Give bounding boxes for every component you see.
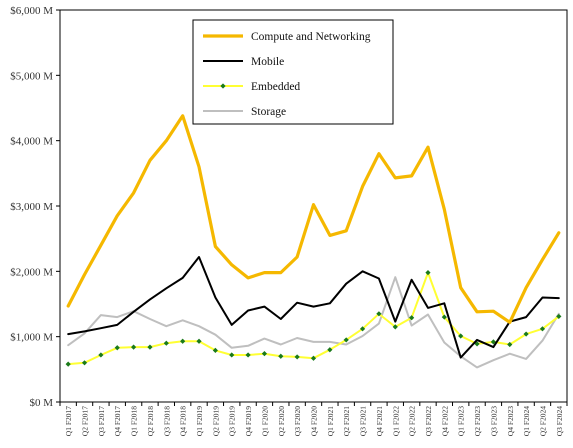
- x-tick-label: Q4 F2019: [244, 406, 253, 436]
- data-point-embedded: [392, 324, 398, 330]
- x-tick-label: Q3 F2017: [97, 406, 106, 436]
- y-tick-label: $4,000 M: [10, 136, 53, 148]
- data-point-embedded: [490, 339, 497, 345]
- x-tick-label: Q1 F2024: [522, 406, 531, 436]
- data-point-embedded: [245, 352, 251, 358]
- x-tick-label: Q4 F2017: [113, 406, 122, 436]
- data-point-embedded: [343, 337, 349, 343]
- x-tick-label: Q1 F2021: [326, 406, 335, 436]
- x-tick-label: Q2 F2022: [408, 406, 417, 436]
- data-point-embedded: [310, 355, 317, 361]
- data-point-embedded: [229, 352, 235, 358]
- y-tick-label: $2,000 M: [10, 266, 53, 278]
- data-point-embedded: [441, 314, 447, 320]
- x-axis-tick-labels: Q1 F2017 Q2 F2017 Q3 F2017 Q4 F2017 Q1 F2018…: [59, 402, 568, 436]
- series-lines: [65, 114, 562, 369]
- data-point-embedded: [163, 340, 169, 346]
- data-point-embedded: [278, 353, 284, 359]
- legend-label-storage: Storage: [251, 106, 286, 118]
- x-tick-label: Q1 F2022: [391, 406, 400, 436]
- x-tick-label: Q2 F2021: [342, 406, 351, 436]
- x-tick-label: Q1 F2018: [130, 406, 139, 436]
- x-tick-label: Q1 F2019: [195, 406, 204, 436]
- data-point-embedded: [376, 311, 382, 317]
- data-point-embedded: [409, 315, 415, 321]
- data-point-embedded: [261, 351, 268, 357]
- data-point-embedded: [98, 352, 104, 358]
- x-tick-label: Q2 F2019: [211, 406, 220, 436]
- x-tick-label: Q2 F2024: [538, 406, 547, 436]
- data-point-embedded: [180, 338, 186, 344]
- x-tick-label: Q2 F2023: [473, 406, 482, 436]
- x-tick-label: Q3 F2021: [359, 406, 368, 436]
- data-point-embedded: [359, 326, 366, 332]
- y-tick-label: $3,000 M: [10, 201, 53, 213]
- data-point-embedded: [212, 347, 218, 353]
- legend-label-mobile: Mobile: [251, 56, 284, 68]
- x-tick-label: Q4 F2021: [375, 406, 384, 436]
- y-tick-label: $5,000 M: [10, 70, 53, 82]
- data-point-embedded: [81, 360, 88, 366]
- x-tick-label: Q4 F2018: [179, 406, 188, 436]
- x-tick-label: Q3 F2024: [555, 406, 564, 436]
- x-tick-label: Q2 F2020: [277, 406, 286, 436]
- data-point-embedded: [507, 341, 513, 348]
- data-point-embedded: [130, 344, 137, 350]
- y-tick-label: $0 M: [29, 397, 53, 409]
- x-tick-label: Q1 F2020: [260, 406, 269, 436]
- x-tick-label: Q1 F2017: [64, 406, 73, 436]
- data-point-embedded: [425, 270, 431, 276]
- data-point-embedded: [196, 338, 202, 344]
- legend-marker-embedded: [220, 83, 226, 89]
- x-tick-label: Q2 F2018: [146, 406, 155, 436]
- y-axis-tick-labels: $0 M $1,000 M $2,000 M $3,000 M $4,000 M $5,0…: [10, 5, 60, 409]
- data-point-embedded: [294, 354, 300, 360]
- y-tick-label: $6,000 M: [10, 5, 53, 17]
- data-point-embedded: [458, 333, 464, 339]
- x-tick-label: Q4 F2022: [440, 406, 449, 436]
- data-point-embedded: [523, 331, 529, 337]
- data-point-embedded: [327, 347, 333, 353]
- x-tick-label: Q3 F2019: [228, 406, 237, 436]
- data-point-embedded: [556, 313, 562, 320]
- x-tick-label: Q1 F2023: [457, 406, 466, 436]
- data-point-embedded: [147, 344, 153, 350]
- y-tick-label: $1,000 M: [10, 332, 53, 344]
- data-point-embedded: [114, 345, 120, 351]
- data-point-embedded: [539, 326, 546, 332]
- x-tick-label: Q3 F2018: [162, 406, 171, 436]
- x-tick-label: Q4 F2020: [310, 406, 319, 436]
- x-tick-label: Q3 F2020: [293, 406, 302, 436]
- x-tick-label: Q3 F2023: [489, 406, 498, 436]
- legend: Compute and Networking Mobile Embedded Stor…: [192, 19, 394, 125]
- x-tick-label: Q3 F2022: [424, 406, 433, 436]
- series-line-storage: [67, 276, 560, 369]
- x-tick-label: Q2 F2017: [81, 406, 90, 436]
- series-line-compute-and-networking: [66, 114, 561, 324]
- legend-label-embedded: Embedded: [251, 81, 300, 93]
- data-point-embedded: [65, 361, 71, 367]
- series-line-mobile: [67, 256, 560, 359]
- legend-label-compute-and-networking: Compute and Networking: [251, 31, 371, 43]
- x-tick-label: Q4 F2023: [506, 406, 515, 436]
